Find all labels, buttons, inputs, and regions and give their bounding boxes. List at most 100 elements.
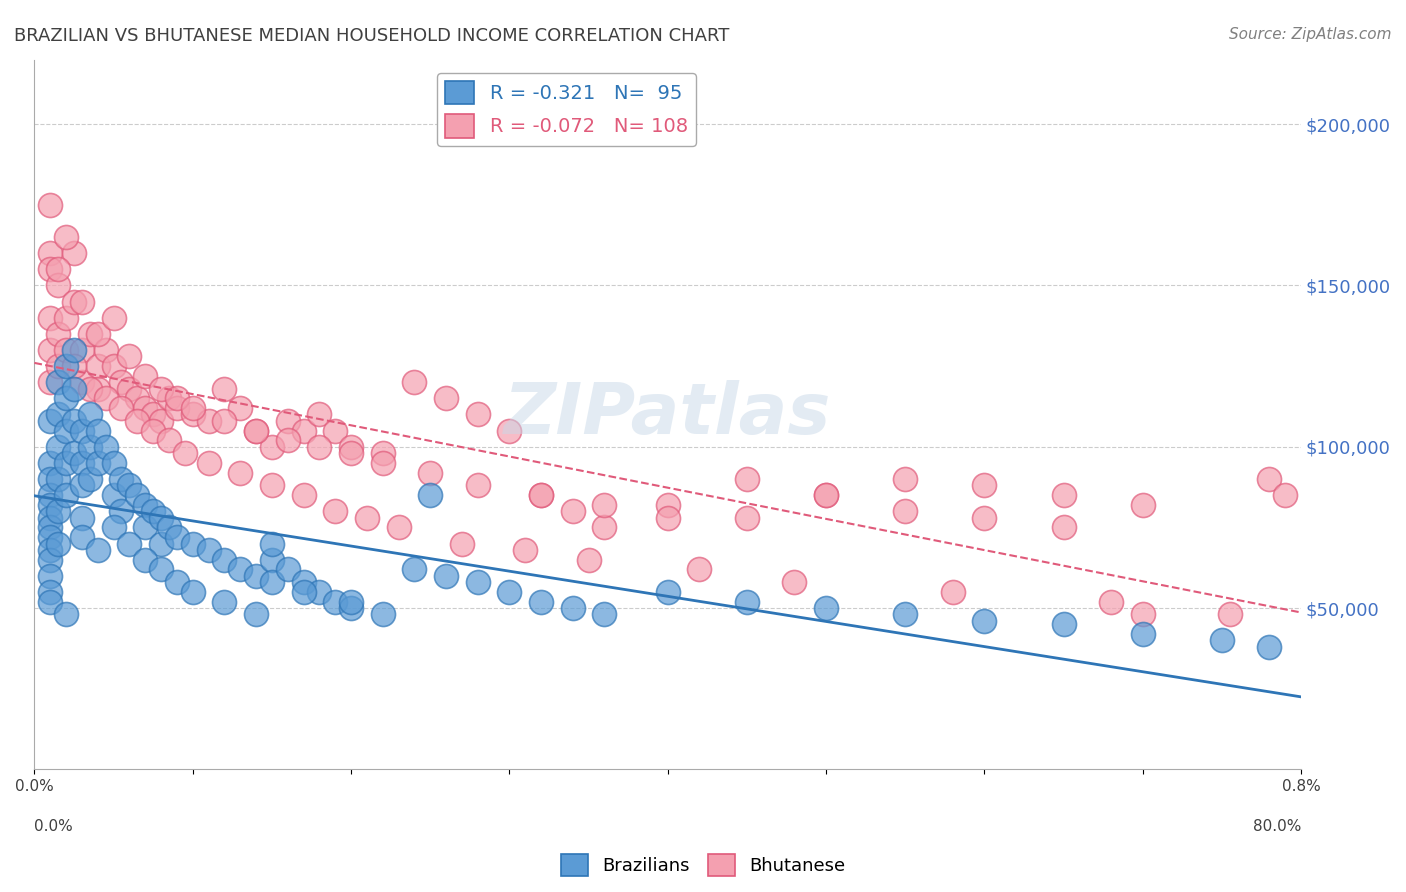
Point [197, 456, 219, 470]
Legend: R = -0.321   N=  95, R = -0.072   N= 108: R = -0.321 N= 95, R = -0.072 N= 108 [437, 73, 696, 145]
Point [181, 585, 204, 599]
Point [688, 562, 710, 576]
Point [1211, 633, 1233, 648]
Point [323, 594, 346, 608]
Point [46, 375, 69, 389]
Point [63, 294, 86, 309]
Point [86, 326, 108, 341]
Point [292, 424, 315, 438]
Point [1132, 607, 1154, 622]
Point [127, 414, 149, 428]
Point [292, 575, 315, 590]
Point [229, 466, 252, 480]
Point [214, 414, 236, 428]
Point [404, 562, 426, 576]
Point [530, 488, 553, 502]
Point [245, 424, 267, 438]
Point [63, 446, 86, 460]
Point [39, 310, 62, 325]
Point [63, 359, 86, 373]
Point [277, 434, 299, 448]
Point [371, 446, 394, 460]
Point [157, 434, 180, 448]
Point [39, 456, 62, 470]
Point [55, 230, 77, 244]
Point [39, 510, 62, 524]
Point [814, 488, 837, 502]
Point [55, 310, 77, 325]
Point [39, 543, 62, 558]
Point [942, 585, 965, 599]
Point [39, 585, 62, 599]
Point [166, 575, 188, 590]
Point [55, 607, 77, 622]
Point [118, 382, 141, 396]
Point [214, 382, 236, 396]
Point [292, 585, 315, 599]
Point [157, 520, 180, 534]
Point [103, 359, 125, 373]
Point [292, 488, 315, 502]
Point [356, 510, 378, 524]
Point [70, 456, 93, 470]
Point [214, 594, 236, 608]
Point [894, 472, 917, 486]
Point [63, 343, 86, 357]
Text: 0.0%: 0.0% [34, 819, 73, 834]
Point [39, 520, 62, 534]
Point [323, 424, 346, 438]
Point [39, 414, 62, 428]
Point [70, 375, 93, 389]
Point [39, 343, 62, 357]
Point [103, 310, 125, 325]
Point [561, 504, 583, 518]
Point [657, 585, 679, 599]
Point [39, 262, 62, 277]
Point [467, 408, 489, 422]
Point [260, 536, 283, 550]
Point [70, 510, 93, 524]
Point [173, 446, 195, 460]
Point [450, 536, 472, 550]
Point [150, 510, 173, 524]
Point [1052, 520, 1074, 534]
Point [86, 382, 108, 396]
Point [308, 408, 330, 422]
Point [118, 536, 141, 550]
Point [214, 552, 236, 566]
Point [150, 382, 173, 396]
Point [134, 552, 156, 566]
Point [1274, 488, 1296, 502]
Point [166, 401, 188, 415]
Point [894, 607, 917, 622]
Point [110, 472, 132, 486]
Point [86, 456, 108, 470]
Point [39, 498, 62, 512]
Point [783, 575, 806, 590]
Point [1052, 488, 1074, 502]
Point [46, 536, 69, 550]
Point [593, 498, 616, 512]
Point [39, 552, 62, 566]
Point [593, 607, 616, 622]
Point [55, 424, 77, 438]
Point [63, 414, 86, 428]
Point [142, 424, 165, 438]
Point [530, 594, 553, 608]
Point [561, 601, 583, 615]
Point [134, 401, 156, 415]
Point [55, 488, 77, 502]
Point [134, 368, 156, 383]
Point [79, 440, 101, 454]
Point [46, 504, 69, 518]
Point [39, 594, 62, 608]
Point [70, 530, 93, 544]
Text: BRAZILIAN VS BHUTANESE MEDIAN HOUSEHOLD INCOME CORRELATION CHART: BRAZILIAN VS BHUTANESE MEDIAN HOUSEHOLD … [14, 27, 730, 45]
Point [1132, 627, 1154, 641]
Point [340, 440, 363, 454]
Point [229, 401, 252, 415]
Point [229, 562, 252, 576]
Point [404, 375, 426, 389]
Point [260, 552, 283, 566]
Point [245, 568, 267, 582]
